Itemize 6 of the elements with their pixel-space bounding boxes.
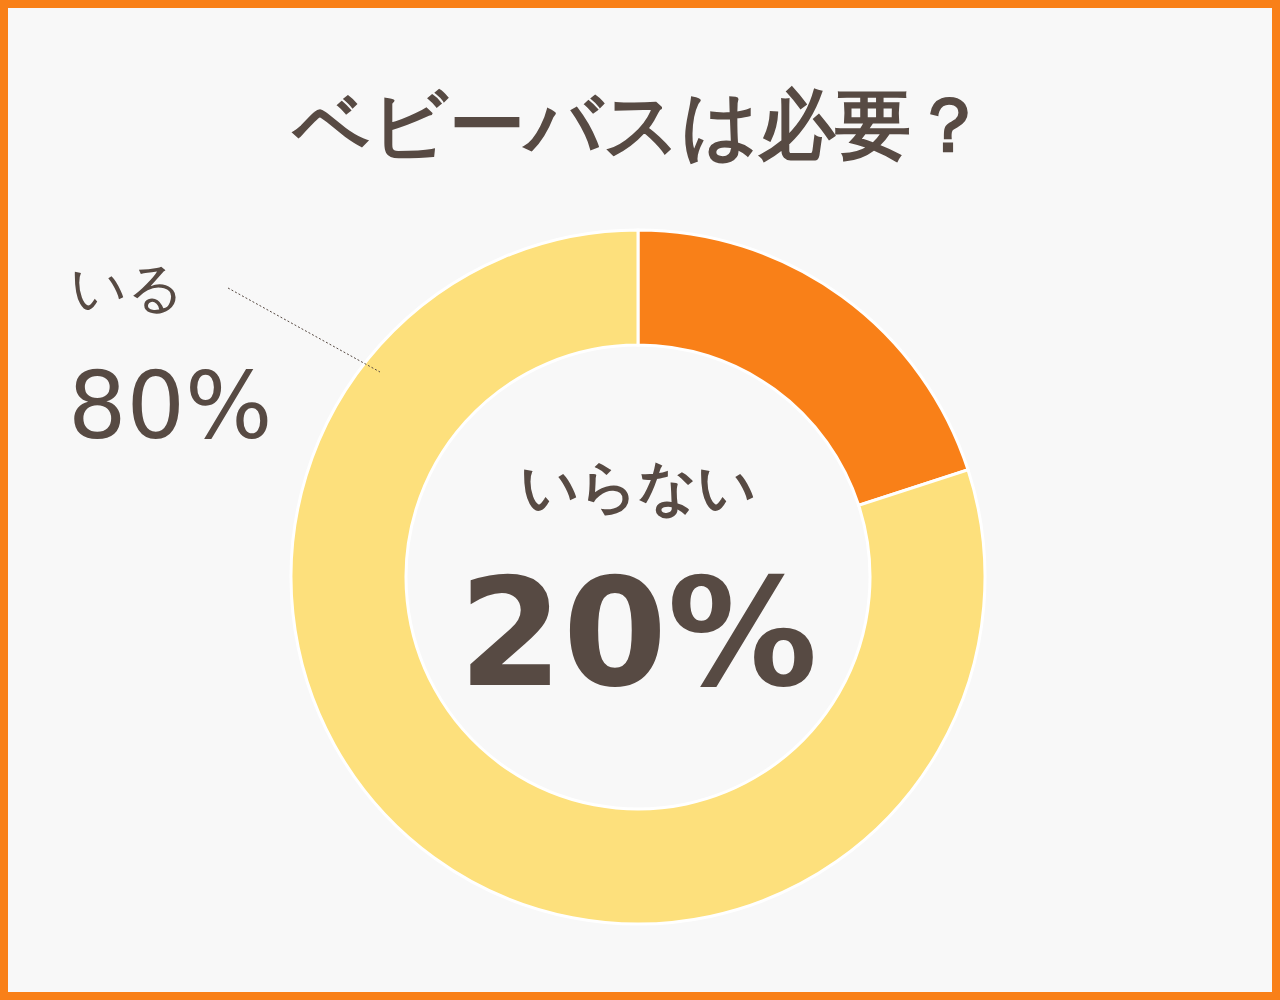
slice-label: いらない	[520, 453, 756, 521]
data-label: 20%	[458, 546, 818, 720]
chart-title: ベビーバスは必要？	[291, 80, 987, 169]
data-label: 80%	[68, 353, 273, 460]
donut-slice	[289, 228, 986, 926]
slice-label: いる	[70, 255, 184, 320]
